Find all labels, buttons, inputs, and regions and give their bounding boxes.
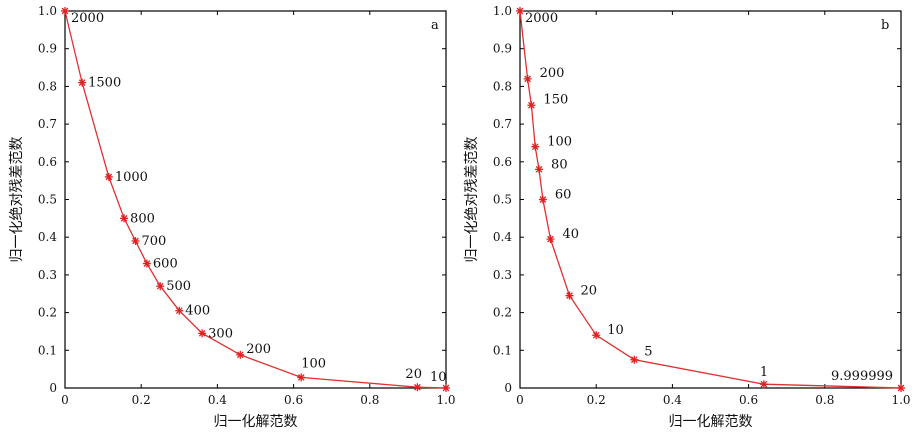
x-tick-label: 0.2 bbox=[132, 393, 151, 407]
data-point-label: 2000 bbox=[71, 11, 104, 26]
x-axis-title: 归一化解范数 bbox=[214, 413, 298, 430]
y-tick-label: 0.4 bbox=[38, 230, 57, 244]
data-point-marker bbox=[78, 78, 87, 87]
data-point-label: 5 bbox=[644, 345, 652, 360]
y-axis-title: 归一化绝对残差范数 bbox=[8, 137, 25, 263]
data-point-marker bbox=[442, 384, 450, 392]
x-tick-label: 0.2 bbox=[587, 393, 606, 407]
y-tick-label: 0.1 bbox=[493, 343, 512, 357]
data-point-marker bbox=[142, 259, 151, 268]
x-tick-label: 1.0 bbox=[436, 393, 455, 407]
data-point-marker bbox=[61, 7, 69, 15]
data-point-label: 20 bbox=[405, 367, 422, 382]
data-point-label: 80 bbox=[551, 157, 568, 172]
plot-frame bbox=[519, 10, 902, 389]
data-point-label: 200 bbox=[540, 66, 565, 81]
panel-b: 0 0.2 0.4 0.6 0.8 1.0 0 0.1 0.2 0.3 0.4 0.5 0.6 0.7 0.… bbox=[463, 4, 911, 430]
plot-frame bbox=[64, 10, 447, 389]
y-tick-label: 0.1 bbox=[38, 343, 57, 357]
data-point-label: 700 bbox=[141, 234, 166, 249]
data-point-label: 100 bbox=[301, 356, 326, 371]
data-point-label: 60 bbox=[555, 188, 572, 203]
panel-tag: a bbox=[431, 18, 439, 33]
y-tick-label: 0.3 bbox=[38, 268, 57, 282]
data-point-marker bbox=[523, 74, 532, 83]
x-tick-label: 0.6 bbox=[739, 393, 758, 407]
y-tick-label: 0.4 bbox=[493, 230, 512, 244]
data-point-label: 400 bbox=[185, 304, 210, 319]
data-point-label: 2000 bbox=[525, 11, 558, 26]
data-point-marker bbox=[236, 350, 245, 359]
y-tick-label: 0 bbox=[49, 381, 57, 395]
y-tick-label: 0.7 bbox=[493, 117, 512, 131]
data-point-marker bbox=[104, 172, 113, 181]
x-tick-label: 0 bbox=[516, 393, 524, 407]
y-tick-label: 0 bbox=[504, 381, 512, 395]
y-tick-label: 0.8 bbox=[38, 79, 57, 93]
data-point-label: 800 bbox=[130, 211, 155, 226]
data-point-marker bbox=[759, 380, 768, 389]
data-point-label: 20 bbox=[581, 284, 598, 299]
x-tick-label: 0.6 bbox=[284, 393, 303, 407]
panel-tag: b bbox=[881, 18, 889, 33]
x-tick-label: 0.4 bbox=[208, 393, 227, 407]
y-tick-label: 0.7 bbox=[38, 117, 57, 131]
data-point-marker bbox=[546, 235, 555, 244]
y-tick-label: 0.5 bbox=[38, 193, 57, 207]
data-point-marker bbox=[527, 101, 536, 110]
data-point-marker bbox=[175, 306, 184, 315]
data-point-marker bbox=[120, 214, 129, 223]
x-tick-label: 0.8 bbox=[815, 393, 834, 407]
data-point-label: 10 bbox=[430, 370, 447, 385]
y-tick-label: 1.0 bbox=[493, 4, 512, 18]
data-point-marker bbox=[198, 329, 207, 338]
data-point-label: 600 bbox=[153, 257, 178, 272]
data-point-label: 150 bbox=[543, 92, 568, 107]
y-tick-label: 0.9 bbox=[493, 42, 512, 56]
data-point-label: 100 bbox=[547, 135, 572, 150]
x-tick-label: 0.8 bbox=[360, 393, 379, 407]
data-point-marker bbox=[131, 236, 140, 245]
data-point-label: 200 bbox=[246, 342, 271, 357]
data-point-marker bbox=[535, 165, 544, 174]
data-point-marker bbox=[516, 7, 524, 15]
x-tick-label: 1.0 bbox=[891, 393, 910, 407]
data-point-label: 1000 bbox=[115, 170, 148, 185]
data-point-marker bbox=[897, 384, 905, 392]
data-point-marker bbox=[156, 282, 165, 291]
data-point-label: 300 bbox=[208, 326, 233, 341]
y-tick-label: 0.9 bbox=[38, 42, 57, 56]
data-point-marker bbox=[531, 142, 540, 151]
data-point-marker bbox=[592, 331, 601, 340]
data-point-marker bbox=[565, 291, 574, 300]
data-point-marker bbox=[630, 355, 639, 364]
data-point-label: 1500 bbox=[88, 76, 121, 91]
data-point-label: 9.999999 bbox=[831, 369, 893, 384]
y-tick-label: 0.5 bbox=[493, 193, 512, 207]
y-tick-label: 0.2 bbox=[38, 306, 57, 320]
y-tick-label: 0.2 bbox=[493, 306, 512, 320]
x-tick-label: 0.4 bbox=[663, 393, 682, 407]
data-point-marker bbox=[538, 195, 547, 204]
data-point-marker bbox=[297, 373, 306, 382]
data-point-label: 500 bbox=[166, 279, 191, 294]
panel-a: 0 0.2 0.4 0.6 0.8 1.0 0 0.1 0.2 0.3 0.4 0.5 0.6 0.7 0.… bbox=[8, 4, 456, 430]
l-curve-line bbox=[519, 10, 902, 389]
data-point-marker bbox=[413, 383, 422, 392]
data-point-label: 10 bbox=[607, 323, 624, 338]
y-tick-label: 0.6 bbox=[38, 155, 57, 169]
y-tick-label: 0.6 bbox=[493, 155, 512, 169]
y-tick-label: 0.3 bbox=[493, 268, 512, 282]
y-tick-label: 1.0 bbox=[38, 4, 57, 18]
y-axis-title: 归一化绝对残差范数 bbox=[463, 137, 480, 263]
x-axis-title: 归一化解范数 bbox=[669, 413, 753, 430]
x-tick-label: 0 bbox=[61, 393, 69, 407]
data-point-label: 40 bbox=[562, 227, 579, 242]
y-tick-label: 0.8 bbox=[493, 79, 512, 93]
l-curve-line bbox=[64, 10, 447, 389]
data-point-label: 1 bbox=[760, 365, 768, 380]
